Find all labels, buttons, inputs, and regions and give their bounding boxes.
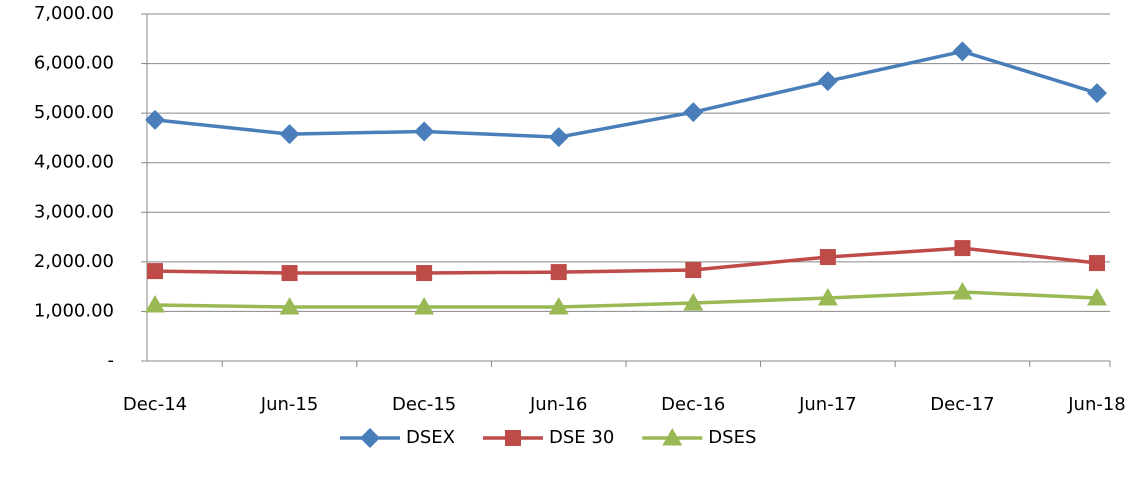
y-tick-label: - <box>108 350 115 371</box>
marker <box>952 41 973 62</box>
marker <box>1087 288 1107 306</box>
marker <box>683 102 704 123</box>
marker <box>685 262 702 279</box>
marker <box>147 263 163 280</box>
series-line <box>154 49 1098 139</box>
marker <box>548 127 569 148</box>
legend-label: DSEX <box>406 427 455 448</box>
legend-label: DSES <box>708 427 756 448</box>
marker <box>281 265 298 282</box>
marker <box>550 264 567 281</box>
x-tick-label: Jun-18 <box>1067 394 1126 415</box>
marker <box>817 71 838 92</box>
y-tick-label: 1,000.00 <box>34 300 114 321</box>
marker <box>817 288 838 306</box>
x-tick-label: Dec-17 <box>930 394 994 415</box>
marker <box>279 124 300 145</box>
x-tick-label: Jun-15 <box>260 394 319 415</box>
x-tick-label: Dec-15 <box>392 394 456 415</box>
marker <box>662 428 683 446</box>
marker <box>952 282 973 300</box>
marker <box>505 430 521 446</box>
series-line <box>154 290 1098 309</box>
marker <box>548 297 569 315</box>
marker <box>954 240 971 257</box>
marker <box>1089 255 1105 272</box>
marker <box>683 293 704 311</box>
marker <box>279 297 300 315</box>
series-line <box>154 246 1098 275</box>
marker <box>145 295 165 313</box>
x-tick-label: Dec-14 <box>123 394 187 415</box>
y-tick-label: 3,000.00 <box>34 201 114 222</box>
x-tick-label: Dec-16 <box>661 394 725 415</box>
marker <box>414 297 435 315</box>
marker <box>819 249 836 266</box>
x-tick-label: Jun-17 <box>798 394 857 415</box>
marker <box>414 121 435 142</box>
y-tick-label: 7,000.00 <box>34 3 114 24</box>
marker <box>416 265 433 282</box>
marker <box>360 428 380 448</box>
y-tick-label: 2,000.00 <box>34 251 114 272</box>
marker <box>1087 83 1107 104</box>
y-tick-label: 5,000.00 <box>34 102 114 123</box>
legend-label: DSE 30 <box>549 427 614 448</box>
marker <box>145 109 165 130</box>
x-tick-label: Jun-16 <box>529 394 588 415</box>
y-tick-label: 6,000.00 <box>34 53 114 74</box>
y-tick-label: 4,000.00 <box>34 152 114 173</box>
